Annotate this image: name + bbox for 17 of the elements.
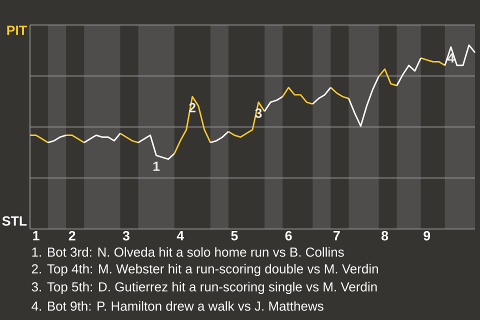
x-tick-label: 7 xyxy=(334,231,340,240)
text: 1. Bot 3rd: N. Olveda hit a solo home run vs B. Collins xyxy=(32,247,344,257)
x-tick-label: 5 xyxy=(231,231,238,240)
text: PIT xyxy=(7,26,27,35)
x-tick-label: 9 xyxy=(424,231,430,240)
x-tick-label: 1 xyxy=(33,231,40,240)
x-tick-label: 4 xyxy=(176,231,184,240)
text: STL xyxy=(2,216,27,226)
annotation: 1 xyxy=(153,162,160,171)
x-tick-label: 3 xyxy=(122,231,130,240)
x-tick-label: 6 xyxy=(285,231,292,240)
text: 2. Top 4th: M. Webster hit a run-scoring double vs M. Verdin xyxy=(32,264,378,276)
x-tick-label: 8 xyxy=(382,231,388,240)
text: 3. Top 5th: D. Gutierrez hit a run-scoring single vs M. Verdin xyxy=(32,282,377,294)
annotation: 4 xyxy=(447,53,455,62)
x-tick-label: 2 xyxy=(68,231,76,240)
text: 4. Bot 9th: P. Hamilton drew a walk vs J. Matthews xyxy=(32,301,324,311)
